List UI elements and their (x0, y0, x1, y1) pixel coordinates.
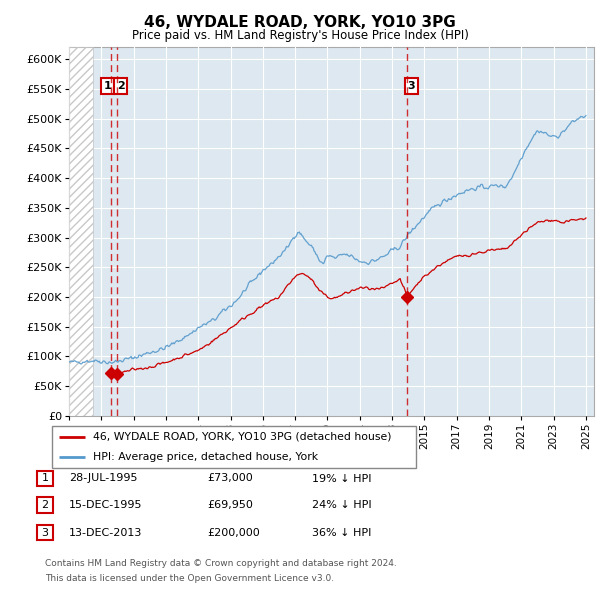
Text: 28-JUL-1995: 28-JUL-1995 (69, 474, 137, 483)
Text: 36% ↓ HPI: 36% ↓ HPI (312, 528, 371, 537)
Text: This data is licensed under the Open Government Licence v3.0.: This data is licensed under the Open Gov… (45, 574, 334, 583)
Text: 3: 3 (41, 528, 49, 537)
Text: 46, WYDALE ROAD, YORK, YO10 3PG: 46, WYDALE ROAD, YORK, YO10 3PG (144, 15, 456, 30)
Text: HPI: Average price, detached house, York: HPI: Average price, detached house, York (92, 452, 318, 462)
Text: 2: 2 (41, 500, 49, 510)
Text: £69,950: £69,950 (207, 500, 253, 510)
Text: £73,000: £73,000 (207, 474, 253, 483)
Text: 1: 1 (104, 81, 112, 91)
Text: Price paid vs. HM Land Registry's House Price Index (HPI): Price paid vs. HM Land Registry's House … (131, 30, 469, 42)
Text: 3: 3 (407, 81, 415, 91)
Text: 19% ↓ HPI: 19% ↓ HPI (312, 474, 371, 483)
Text: 2: 2 (117, 81, 125, 91)
Text: 15-DEC-1995: 15-DEC-1995 (69, 500, 143, 510)
Text: Contains HM Land Registry data © Crown copyright and database right 2024.: Contains HM Land Registry data © Crown c… (45, 559, 397, 568)
Polygon shape (69, 47, 93, 416)
Text: 24% ↓ HPI: 24% ↓ HPI (312, 500, 371, 510)
Text: £200,000: £200,000 (207, 528, 260, 537)
Text: 46, WYDALE ROAD, YORK, YO10 3PG (detached house): 46, WYDALE ROAD, YORK, YO10 3PG (detache… (92, 432, 391, 442)
Text: 1: 1 (41, 474, 49, 483)
FancyBboxPatch shape (52, 426, 416, 468)
Text: 13-DEC-2013: 13-DEC-2013 (69, 528, 142, 537)
